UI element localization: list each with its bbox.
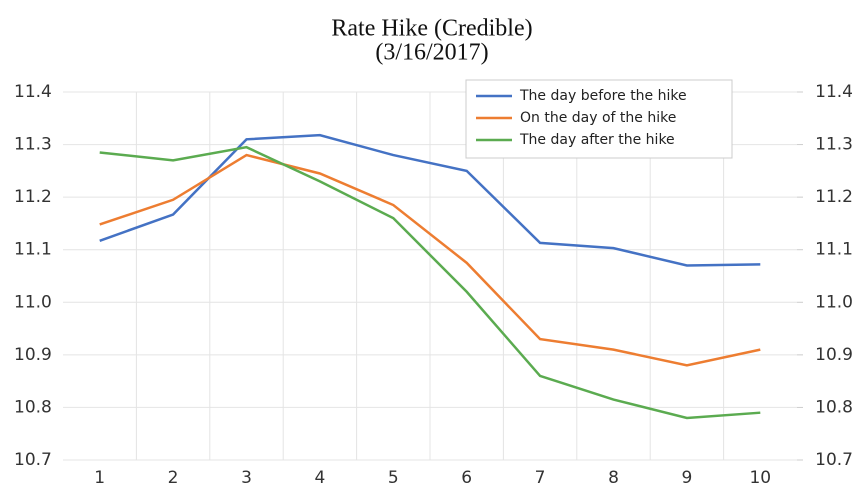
y2-tick-label: 11.2 bbox=[815, 187, 853, 207]
legend-label: The day after the hike bbox=[519, 132, 675, 148]
series-line bbox=[99, 145, 761, 420]
y-tick-label: 11.3 bbox=[14, 135, 52, 155]
x-tick-label: 6 bbox=[461, 468, 472, 488]
chart-subtitle: (3/16/2017) bbox=[375, 40, 488, 66]
chart-title: Rate Hike (Credible) bbox=[331, 16, 532, 42]
y-tick-label: 10.9 bbox=[14, 345, 52, 365]
x-tick-label: 3 bbox=[241, 468, 252, 488]
y-tick-label: 11.0 bbox=[14, 292, 52, 312]
x-tick-label: 2 bbox=[168, 468, 179, 488]
legend-label: The day before the hike bbox=[519, 88, 687, 104]
series-line bbox=[99, 153, 761, 367]
y-tick-label: 11.4 bbox=[14, 82, 52, 102]
x-tick-label: 5 bbox=[388, 468, 399, 488]
x-tick-label: 7 bbox=[535, 468, 546, 488]
x-tick-label: 1 bbox=[94, 468, 105, 488]
x-tick-label: 9 bbox=[681, 468, 692, 488]
y2-tick-label: 11.1 bbox=[815, 240, 853, 260]
y2-tick-label: 11.4 bbox=[815, 82, 853, 102]
y2-tick-label: 10.7 bbox=[815, 450, 853, 470]
y-tick-label: 11.2 bbox=[14, 187, 52, 207]
y2-tick-label: 10.8 bbox=[815, 397, 853, 417]
y-tick-label: 10.8 bbox=[14, 397, 52, 417]
y2-tick-label: 10.9 bbox=[815, 345, 853, 365]
y2-tick-label: 11.3 bbox=[815, 135, 853, 155]
y2-tick-label: 11.0 bbox=[815, 292, 853, 312]
x-tick-label: 10 bbox=[749, 468, 771, 488]
legend-label: On the day of the hike bbox=[520, 110, 676, 126]
x-tick-label: 4 bbox=[314, 468, 325, 488]
y-tick-label: 10.7 bbox=[14, 450, 52, 470]
x-tick-label: 8 bbox=[608, 468, 619, 488]
legend: The day before the hike On the day of the… bbox=[465, 79, 733, 159]
y-tick-label: 11.1 bbox=[14, 240, 52, 260]
